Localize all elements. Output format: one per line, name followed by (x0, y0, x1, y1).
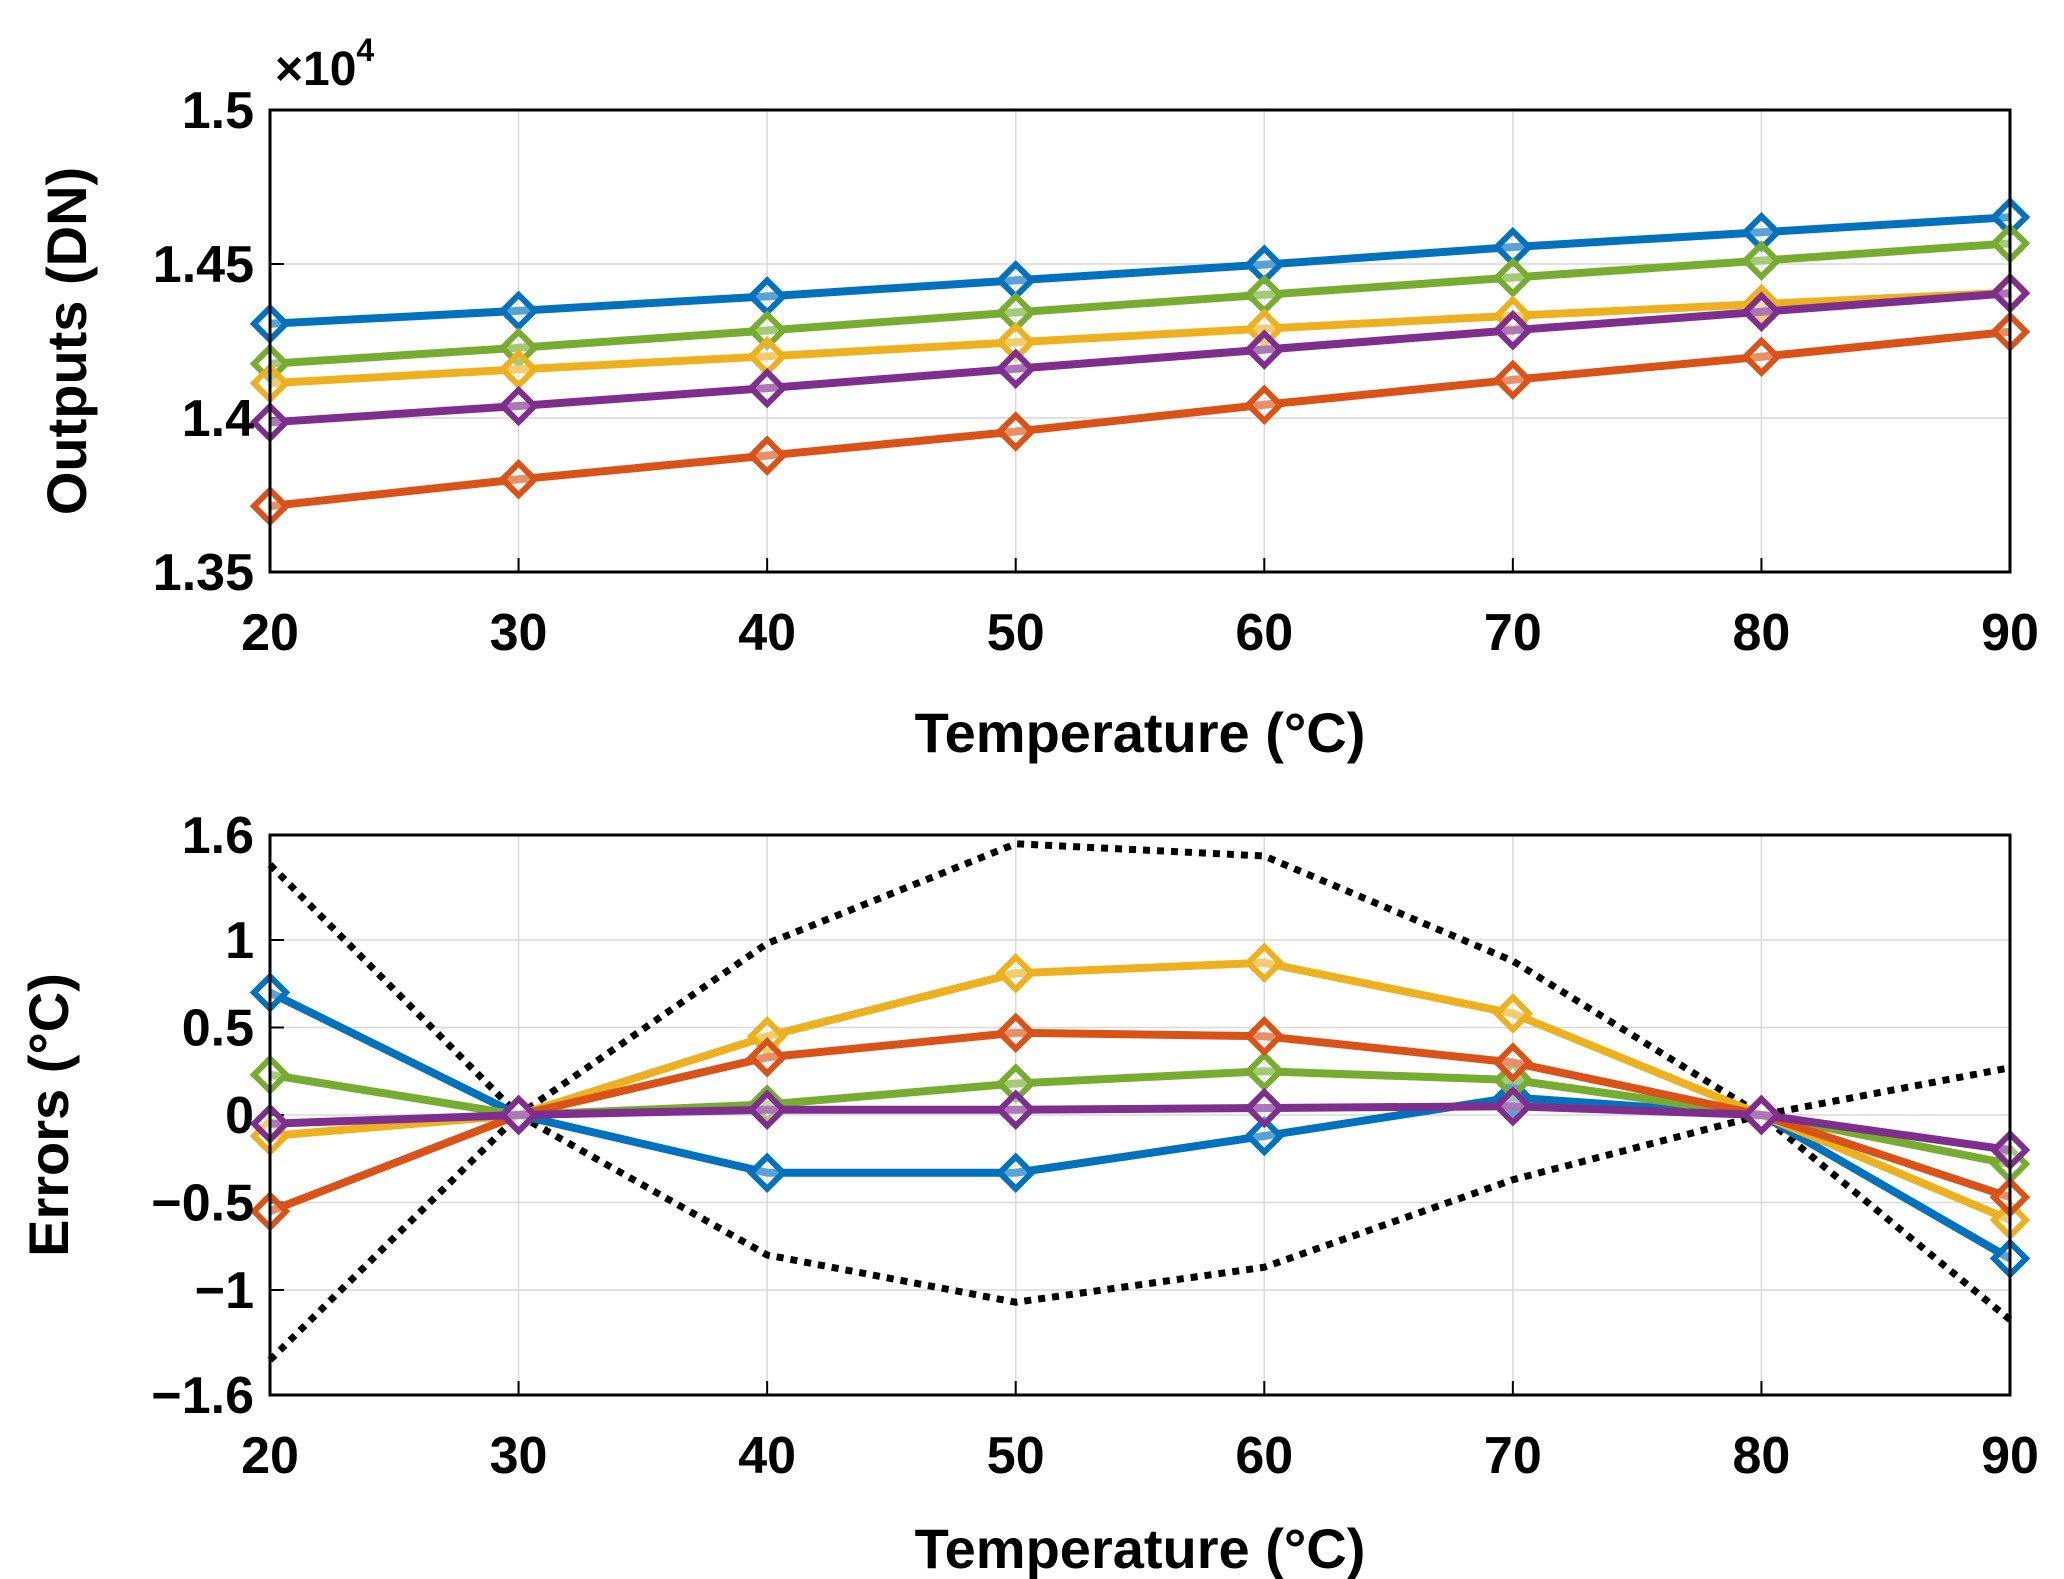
outputs-series-group (249, 196, 2031, 527)
outputs-point-green (498, 327, 539, 369)
outputs-y-tick-labels: 1.35 1.4 1.45 1.5 (153, 82, 254, 602)
errors-point-purple (746, 1089, 788, 1130)
outputs-point-red (995, 411, 1036, 452)
errors-point-red (995, 1012, 1036, 1053)
errors-point-purple (1741, 1094, 1782, 1136)
errors-lower-bound-line (267, 1110, 2013, 1363)
errors-x-tick-label: 20 (241, 1427, 299, 1485)
errors-x-tick-label: 90 (1981, 1427, 2039, 1485)
errors-point-purple (995, 1089, 1036, 1130)
outputs-point-green (1492, 257, 1534, 298)
outputs-point-purple (1492, 309, 1534, 351)
outputs-y-tick-label: 1.4 (182, 390, 254, 448)
outputs-series-purple (249, 273, 2031, 443)
errors-y-tick-label: 0 (225, 1087, 254, 1145)
outputs-point-blue (498, 290, 539, 332)
errors-point-yellow (1244, 942, 1285, 983)
errors-x-tick-label: 60 (1235, 1427, 1293, 1485)
errors-point-yellow (1492, 993, 1534, 1034)
errors-point-purple (1492, 1086, 1534, 1127)
errors-series-line-red (268, 1028, 2012, 1215)
errors-bounds-group (267, 840, 2013, 1363)
outputs-point-red (1492, 359, 1534, 401)
errors-x-tick-label: 40 (738, 1427, 796, 1485)
errors-series-purple (249, 1086, 2031, 1171)
outputs-series-line-red (269, 327, 2011, 511)
outputs-x-tick-labels: 20 30 40 50 60 70 80 90 (241, 604, 2039, 662)
errors-upper-bound-line (267, 840, 2011, 1120)
errors-chart: −1.6 −1 −0.5 0 0.5 1 1.6 20 30 40 50 60 70 80 90 Temp… (17, 807, 2039, 1579)
errors-series-line-purple (269, 1102, 2011, 1154)
outputs-y-tick-label: 1.45 (153, 236, 254, 294)
outputs-point-yellow (498, 349, 539, 390)
errors-point-red (746, 1037, 788, 1078)
errors-point-blue (1244, 1115, 1285, 1157)
errors-x-tick-label: 30 (490, 1427, 548, 1485)
outputs-point-purple (746, 367, 788, 409)
errors-y-tick-label: −1.6 (151, 1367, 254, 1425)
errors-point-red (1244, 1016, 1285, 1057)
errors-y-tick-label: 0.5 (182, 1000, 254, 1058)
outputs-x-tick-label: 20 (241, 604, 299, 662)
errors-x-tick-labels: 20 30 40 50 60 70 80 90 (241, 1427, 2039, 1485)
outputs-y-tick-label: 1.5 (182, 82, 254, 140)
outputs-point-green (746, 310, 788, 351)
outputs-x-axis-label: Temperature (°C) (915, 701, 1366, 764)
outputs-series-line-green (269, 239, 2011, 368)
errors-point-yellow (995, 953, 1036, 994)
errors-x-axis-label: Temperature (°C) (915, 1517, 1366, 1579)
outputs-point-purple (498, 385, 539, 427)
errors-point-red (1492, 1042, 1534, 1083)
outputs-point-purple (1741, 291, 1782, 332)
outputs-axes-box (268, 108, 2012, 574)
errors-y-tick-label: 1.6 (182, 807, 254, 865)
outputs-x-tick-label: 60 (1235, 604, 1293, 662)
errors-x-tick-label: 70 (1484, 1427, 1542, 1485)
errors-point-green (995, 1063, 1036, 1104)
errors-y-tick-label: −0.5 (151, 1175, 254, 1233)
outputs-x-tick-label: 70 (1484, 604, 1542, 662)
outputs-y-axis-label: Outputs (DN) (35, 167, 98, 515)
errors-point-blue (995, 1152, 1036, 1193)
outputs-point-purple (995, 348, 1036, 389)
outputs-x-tick-label: 30 (490, 604, 548, 662)
outputs-series-line-purple (269, 289, 2011, 427)
errors-y-axis-label: Errors (°C) (17, 973, 80, 1257)
errors-point-purple (498, 1094, 539, 1136)
outputs-point-yellow (1244, 308, 1285, 349)
errors-axes-box (268, 833, 2012, 1397)
outputs-point-red (1741, 336, 1782, 377)
errors-point-blue (746, 1152, 788, 1193)
errors-point-green (1244, 1051, 1285, 1092)
outputs-point-green (1741, 240, 1782, 281)
outputs-x-tick-label: 90 (1981, 604, 2039, 662)
outputs-point-yellow (995, 321, 1036, 363)
errors-point-yellow (746, 1016, 788, 1057)
outputs-x-tick-label: 40 (738, 604, 796, 662)
outputs-point-purple (1244, 329, 1285, 370)
outputs-exponent-power: 4 (356, 32, 374, 68)
outputs-y-tick-label: 1.35 (153, 544, 254, 602)
outputs-exponent: ×104 (275, 32, 374, 96)
errors-y-tick-label: 1 (225, 912, 254, 970)
outputs-point-red (1244, 384, 1285, 425)
errors-y-tick-labels: −1.6 −1 −0.5 0 0.5 1 1.6 (151, 807, 254, 1425)
outputs-chart: 1.35 1.4 1.45 1.5 20 30 40 50 60 70 80 90 ×104 Tem… (35, 32, 2039, 764)
errors-x-tick-label: 80 (1733, 1427, 1791, 1485)
errors-x-tick-label: 50 (987, 1427, 1045, 1485)
errors-y-tick-label: −1 (195, 1262, 254, 1320)
outputs-exponent-base: ×10 (275, 43, 356, 96)
outputs-point-red (746, 435, 788, 476)
outputs-x-tick-label: 80 (1733, 604, 1791, 662)
outputs-series-red (249, 311, 2031, 527)
outputs-point-red (498, 459, 539, 500)
errors-point-purple (1244, 1087, 1285, 1129)
outputs-series-line-yellow (269, 288, 2011, 388)
outputs-series-line-blue (269, 213, 2011, 328)
outputs-x-tick-label: 50 (987, 604, 1045, 662)
